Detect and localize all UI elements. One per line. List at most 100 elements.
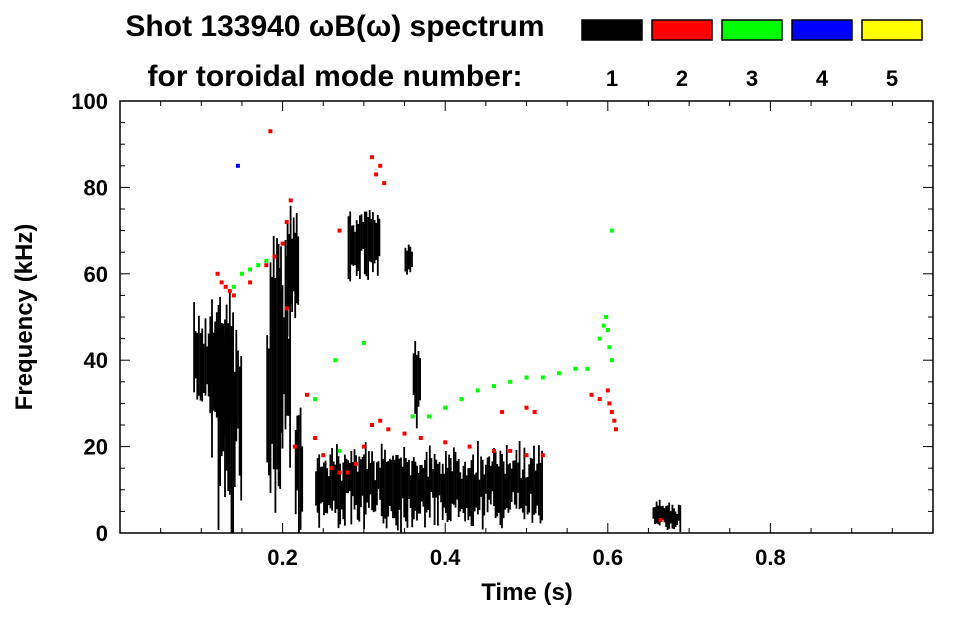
mode-1-region-8-bar <box>359 215 361 279</box>
mode-1-region-8-bar <box>350 225 353 265</box>
mode-1-region-2-bar <box>238 366 241 476</box>
mode-1-region-7-bar <box>377 461 380 490</box>
mode-1-region-7-bar <box>400 457 402 533</box>
mode-1-region-7-bar <box>401 466 404 499</box>
mode-1-region-7-bar <box>355 455 357 505</box>
mode-1-region-7-bar <box>388 458 391 506</box>
mode-1-region-7-bar <box>369 462 372 495</box>
mode-1-region-7-bar <box>428 445 431 518</box>
mode-2-point-12 <box>313 436 318 440</box>
y-tick-label: 0 <box>96 521 108 546</box>
mode-1-region-8-bar <box>360 214 363 251</box>
mode-1-region-7-bar <box>502 461 505 519</box>
x-tick-label: 0.6 <box>593 545 624 570</box>
mode-1-region-7-bar <box>319 466 322 504</box>
mode-1-region-7-bar <box>336 444 338 510</box>
mode-1-region-7-bar <box>342 462 345 520</box>
mode-1-region-7-bar <box>470 460 473 526</box>
x-tick-label: 0.4 <box>430 545 461 570</box>
mode-1-region-7-bar <box>339 463 341 525</box>
mode-1-region-7-bar <box>427 476 430 510</box>
mode-2-point-23 <box>418 436 423 440</box>
mode-1-region-7-bar <box>387 461 390 517</box>
mode-1-region-0-bar <box>198 315 200 396</box>
mode-1-region-2-bar <box>222 349 225 439</box>
mode-1-region-7-bar <box>404 458 407 522</box>
mode-1-region-8-bar <box>375 222 378 260</box>
mode-1-region-5-bar <box>291 238 293 312</box>
mode-1-region-3-bar <box>274 277 277 513</box>
mode-1-region-2-bar <box>233 371 236 487</box>
mode-1-region-5-bar <box>294 232 297 319</box>
mode-1-region-2-bar <box>235 329 238 442</box>
x-tick-label: 0.2 <box>267 545 298 570</box>
mode-3-point-2 <box>248 267 253 272</box>
mode-1-region-11-bar <box>669 510 672 524</box>
mode-1-region-7-bar <box>321 466 324 503</box>
mode-1-region-7-bar <box>473 474 476 512</box>
mode-2-point-35 <box>607 401 612 406</box>
mode-1-region-7-bar <box>324 460 327 513</box>
mode-2-point-27 <box>508 448 513 453</box>
mode-1-region-0-bar <box>196 332 199 400</box>
mode-1-region-7-bar <box>345 458 348 493</box>
mode-2-point-32 <box>382 181 387 186</box>
mode-3-point-27 <box>410 414 415 419</box>
mode-2-point-10 <box>288 198 293 203</box>
mode-1-region-7-bar <box>393 459 396 519</box>
mode-1-region-7-bar <box>445 450 447 514</box>
mode-1-region-7-bar <box>380 443 383 517</box>
mode-1-region-11-bar <box>652 507 655 519</box>
mode-1-region-7-bar <box>534 470 537 514</box>
mode-1-region-7-bar <box>409 475 412 508</box>
mode-1-region-3-bar <box>269 262 272 493</box>
mode-1-region-6-bar <box>298 415 300 533</box>
mode-1-region-7-bar <box>329 454 332 509</box>
mode-1-region-7-bar <box>372 461 375 513</box>
mode-1-region-7-bar <box>505 445 508 508</box>
mode-1-region-8-bar <box>349 211 352 282</box>
mode-1-region-6-bar <box>301 446 304 512</box>
mode-1-region-0-bar <box>194 331 197 379</box>
plot-area: 0.2 0.4 0.6 0.8 0 20 40 60 80 100 <box>71 89 934 570</box>
mode-1-region-11-bar <box>658 499 661 526</box>
x-axis-title: Time (s) <box>481 579 573 606</box>
mode-2-point-4 <box>231 293 236 298</box>
mode-1-region-7-bar <box>477 440 479 515</box>
mode-1-region-7-bar <box>382 458 385 524</box>
mode-1-region-10-bar <box>419 358 421 401</box>
mode-1-region-11-bar <box>654 506 656 525</box>
mode-2-point-18 <box>361 444 366 449</box>
mode-1-region-0-bar <box>201 328 204 402</box>
mode-2-point-31 <box>378 163 383 168</box>
mode-3-point-25 <box>337 448 342 453</box>
mode-1-region-7-bar <box>408 459 410 499</box>
mode-2-point-34 <box>605 388 610 393</box>
mode-1-region-7-bar <box>529 457 532 494</box>
mode-1-region-2-bar <box>219 296 221 487</box>
mode-1-region-10-bar <box>415 354 418 429</box>
mode-1-region-7-bar <box>419 465 422 514</box>
mode-1-region-7-bar <box>396 454 399 531</box>
mode-1-region-8-bar <box>362 222 365 249</box>
mode-1-region-7-bar <box>435 459 438 498</box>
mode-1-region-7-bar <box>353 449 356 510</box>
mode-1-region-7-bar <box>327 476 330 506</box>
mode-1-region-7-bar <box>437 464 439 526</box>
mode-2-point-2 <box>223 284 228 289</box>
mode-2-point-40 <box>589 392 594 397</box>
mode-1-region-7-bar <box>493 448 495 507</box>
mode-1-region-7-bar <box>395 455 398 526</box>
y-tick-label: 100 <box>71 89 108 114</box>
mode-2-point-26 <box>492 448 496 453</box>
mode-1-region-8-bar <box>363 211 366 275</box>
mode-1-region-8-bar <box>355 220 358 276</box>
axis-ticks: 0.2 0.4 0.6 0.8 0 20 40 60 80 100 <box>71 89 933 570</box>
mode-1-region-7-bar <box>412 457 415 520</box>
mode-1-region-7-bar <box>456 461 458 500</box>
mode-1-region-0-bar <box>206 346 208 385</box>
mode-1-region-8-bar <box>365 211 368 277</box>
mode-1-region-7-bar <box>363 454 365 530</box>
mode-1-region-7-bar <box>337 456 340 529</box>
